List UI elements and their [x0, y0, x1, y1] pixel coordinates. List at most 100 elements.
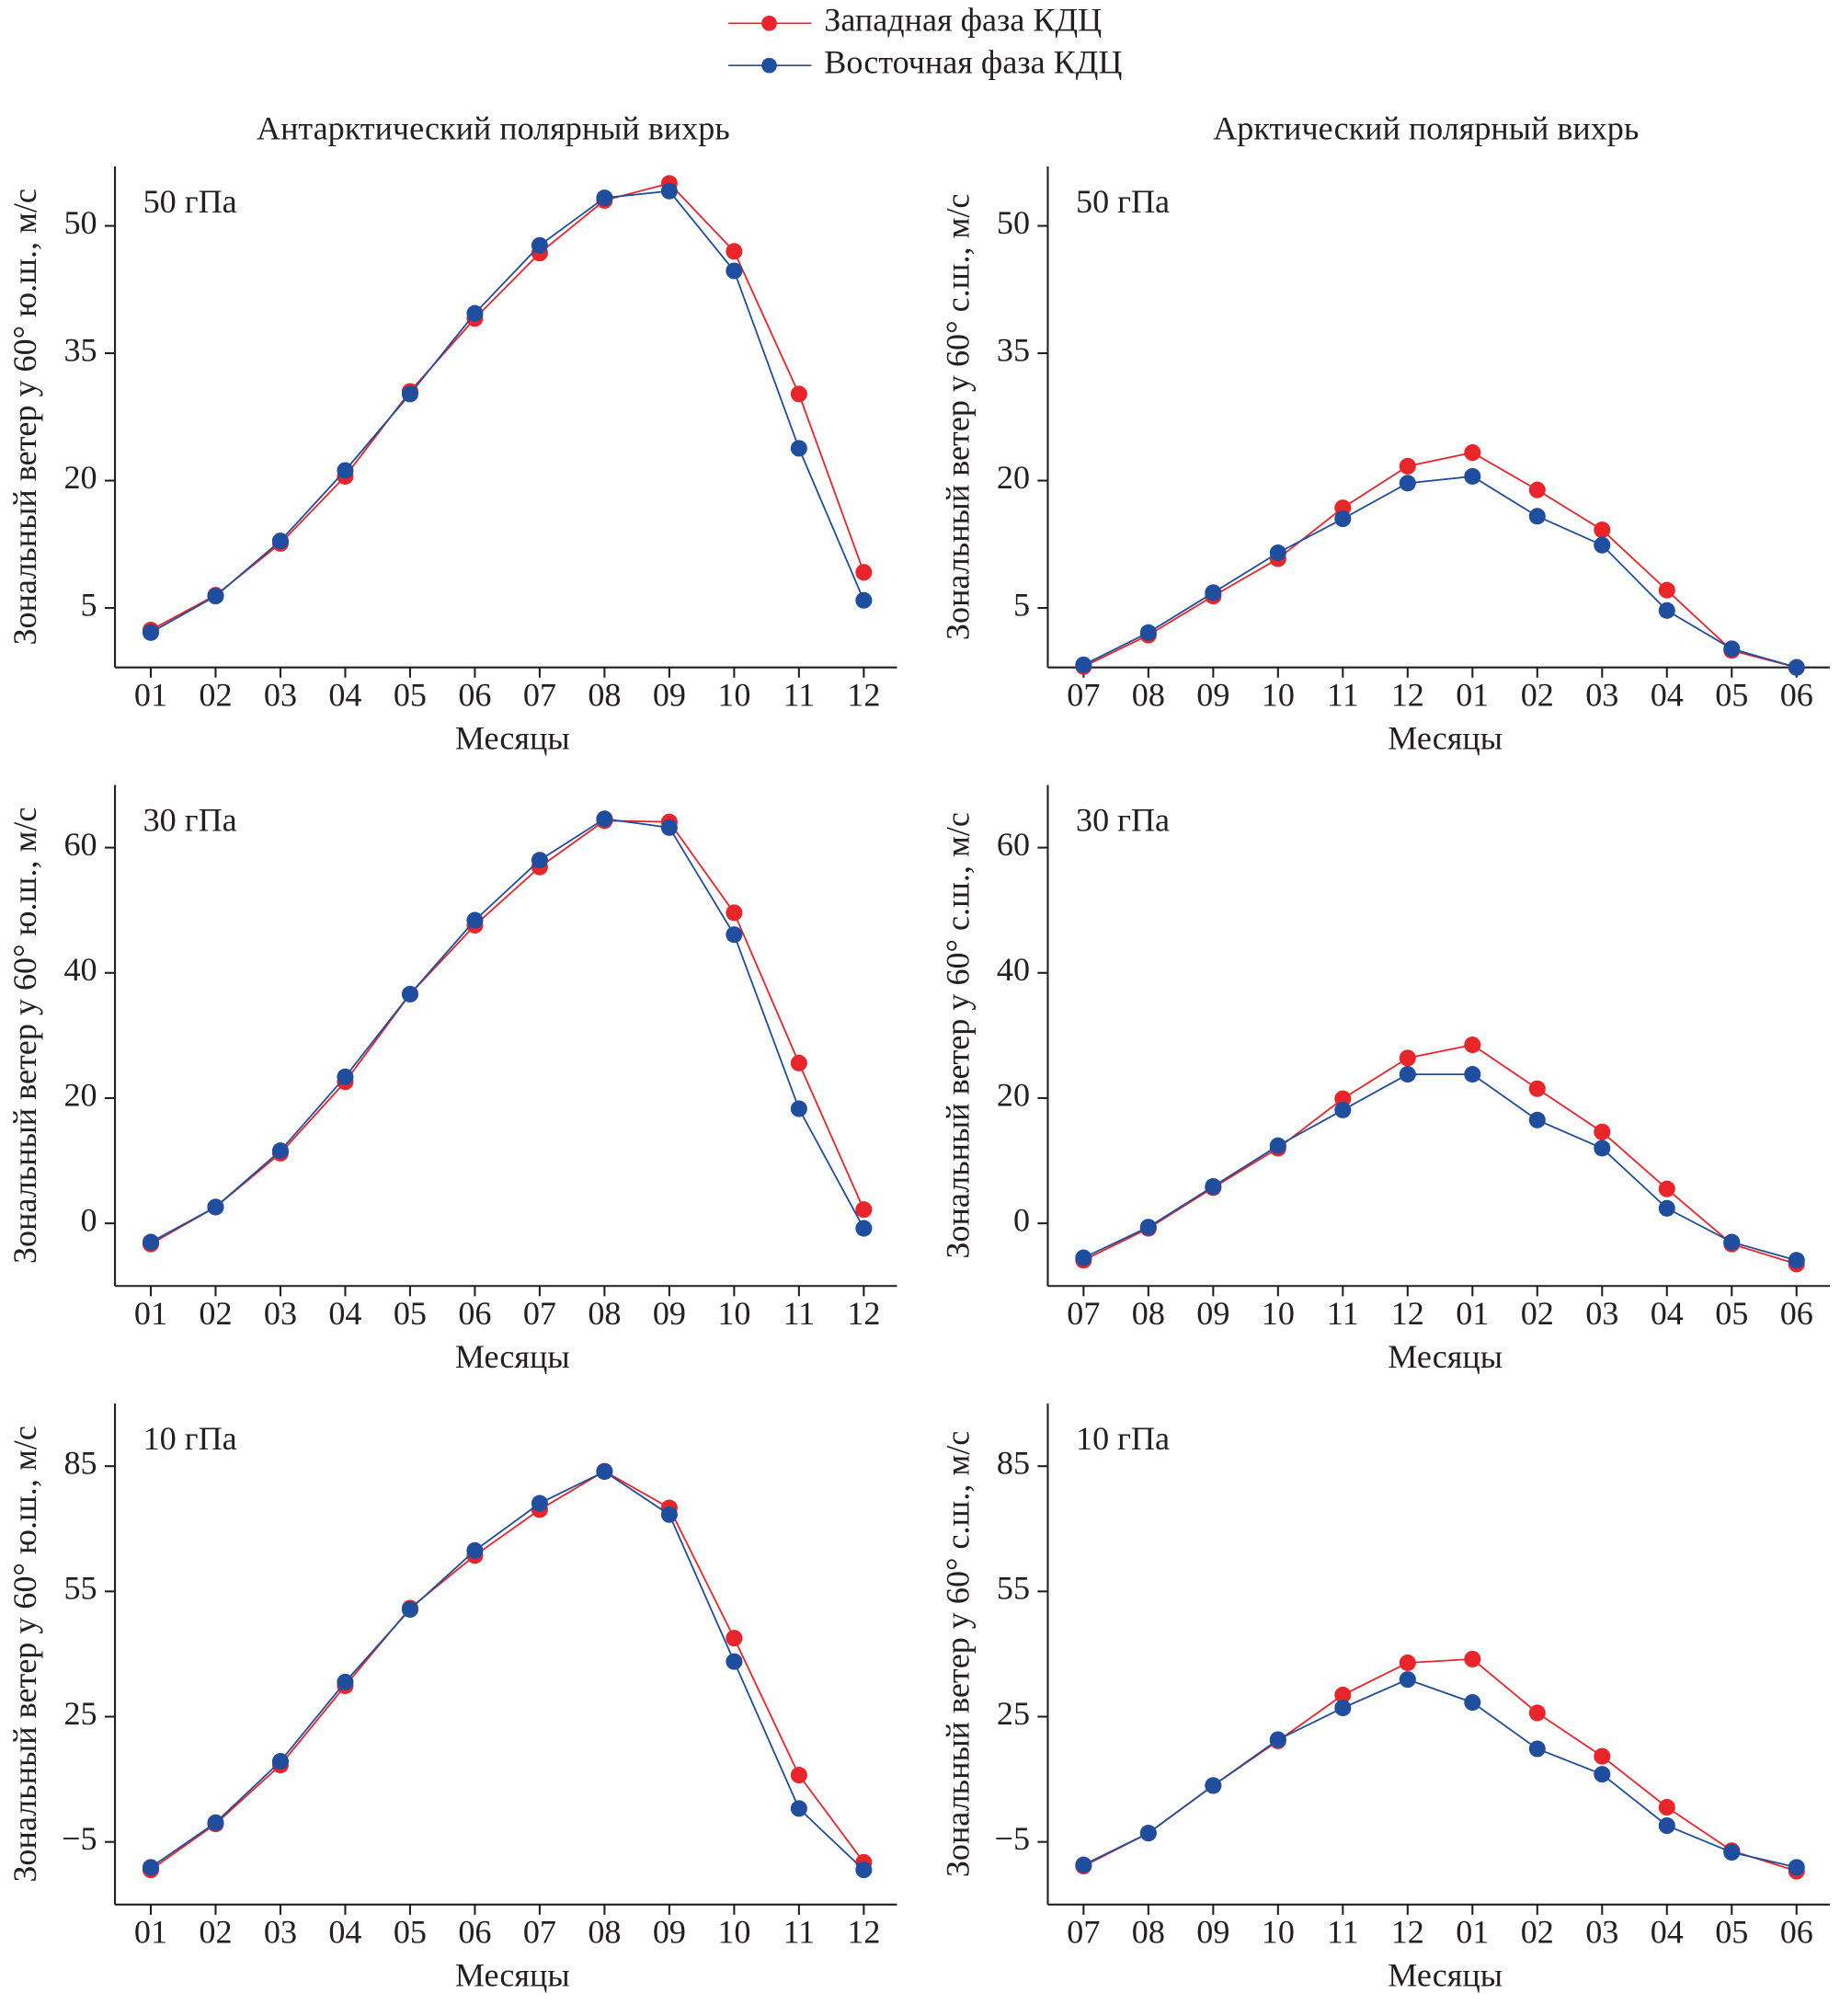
x-tick-label: 01 — [134, 676, 167, 713]
series-line — [1082, 452, 1797, 669]
x-tick-label: 06 — [1780, 1295, 1813, 1332]
y-tick-label: 20 — [997, 1076, 1030, 1113]
point — [1075, 1249, 1092, 1266]
x-tick-label: 04 — [1651, 1295, 1684, 1332]
x-tick-label: 05 — [394, 1295, 427, 1332]
x-tick-label: 12 — [847, 1913, 880, 1950]
series-line — [1082, 475, 1798, 669]
point — [1075, 1856, 1092, 1873]
point — [596, 810, 613, 828]
point — [1528, 508, 1546, 525]
point — [207, 588, 224, 605]
x-tick-label: 05 — [394, 676, 427, 713]
point — [466, 1541, 484, 1559]
x-tick-label: 11 — [783, 676, 815, 713]
point — [855, 591, 873, 609]
y-tick-label: 40 — [63, 951, 97, 988]
point — [1528, 1111, 1546, 1128]
x-axis-label: Месяцы — [455, 1957, 570, 1994]
point — [726, 926, 743, 944]
y-tick-label: 85 — [63, 1444, 97, 1481]
x-tick-label: 10 — [1262, 676, 1295, 713]
point — [1658, 1798, 1675, 1816]
point — [596, 1463, 613, 1481]
point — [531, 1495, 548, 1512]
y-axis-label: Зональный ветер у 60° с.ш., м/с — [939, 1431, 976, 1878]
x-tick-label: 03 — [264, 1295, 297, 1332]
point — [855, 564, 873, 581]
x-tick-label: 04 — [328, 1913, 361, 1950]
x-tick-label: 08 — [588, 676, 621, 713]
point — [337, 1673, 354, 1690]
point — [142, 1859, 160, 1876]
x-axis-label: Месяцы — [1388, 1957, 1503, 1994]
x-tick-label: 06 — [458, 676, 491, 713]
x-tick-label: 10 — [1262, 1913, 1295, 1950]
x-tick-label: 10 — [717, 676, 750, 713]
y-tick-label: 85 — [997, 1444, 1030, 1481]
point — [790, 1100, 807, 1117]
point — [401, 385, 418, 403]
point — [660, 1506, 678, 1523]
y-tick-label: −5 — [62, 1820, 97, 1857]
point — [531, 852, 548, 869]
x-tick-label: 11 — [783, 1913, 815, 1950]
point — [1399, 1066, 1416, 1083]
point — [790, 1767, 807, 1784]
series-line — [1082, 1678, 1797, 1869]
x-tick-label: 07 — [523, 676, 556, 713]
point — [1594, 1766, 1611, 1783]
point — [1528, 1740, 1546, 1758]
point — [1464, 467, 1481, 485]
point — [1528, 1080, 1546, 1097]
x-tick-label: 12 — [1391, 1295, 1424, 1332]
x-tick-label: 07 — [1067, 1295, 1100, 1332]
y-tick-label: 60 — [997, 826, 1030, 863]
x-tick-label: 03 — [1585, 676, 1618, 713]
point — [726, 1630, 743, 1647]
x-tick-label: 04 — [1651, 676, 1684, 713]
point — [1205, 1177, 1222, 1196]
x-axis-label: Месяцы — [1388, 720, 1503, 757]
y-tick-label: 50 — [63, 204, 97, 241]
x-tick-label: 12 — [1391, 1913, 1424, 1950]
point — [1139, 624, 1157, 641]
x-tick-label: 02 — [199, 1913, 232, 1950]
point — [1723, 1844, 1741, 1861]
point — [1399, 1049, 1416, 1067]
x-tick-label: 11 — [1327, 1295, 1359, 1332]
x-tick-label: 09 — [1196, 676, 1229, 713]
x-tick-label: 06 — [458, 1295, 491, 1332]
y-tick-label: 55 — [997, 1570, 1030, 1607]
x-tick-label: 07 — [1067, 1913, 1100, 1950]
point — [207, 1198, 224, 1216]
x-tick-label: 02 — [1521, 1295, 1554, 1332]
point — [401, 1600, 418, 1618]
point — [1205, 1777, 1222, 1794]
point — [790, 440, 807, 457]
x-tick-label: 09 — [653, 1295, 686, 1332]
point — [1528, 1704, 1546, 1722]
panel-label: 30 гПа — [1076, 802, 1170, 839]
y-tick-label: 25 — [63, 1695, 97, 1732]
point — [1594, 1140, 1611, 1157]
y-tick-label: 20 — [63, 459, 97, 496]
point — [142, 1233, 160, 1251]
point — [1658, 1816, 1675, 1835]
point — [855, 1861, 873, 1879]
point — [1594, 1123, 1611, 1140]
series-line — [1082, 1073, 1797, 1262]
legend-label: Восточная фаза КДЦ — [824, 43, 1122, 80]
y-axis-label: Зональный ветер у 60° с.ш., м/с — [939, 812, 976, 1259]
series-line — [150, 1470, 865, 1871]
point — [1334, 1699, 1352, 1717]
y-tick-label: −5 — [995, 1820, 1030, 1857]
x-tick-label: 11 — [1327, 1913, 1359, 1950]
y-tick-label: 0 — [1013, 1201, 1030, 1238]
x-tick-label: 10 — [717, 1913, 750, 1950]
point — [790, 385, 807, 403]
panel-label: 30 гПа — [143, 802, 237, 839]
series-line — [150, 189, 865, 634]
x-tick-label: 09 — [653, 676, 686, 713]
point — [1464, 1037, 1481, 1054]
